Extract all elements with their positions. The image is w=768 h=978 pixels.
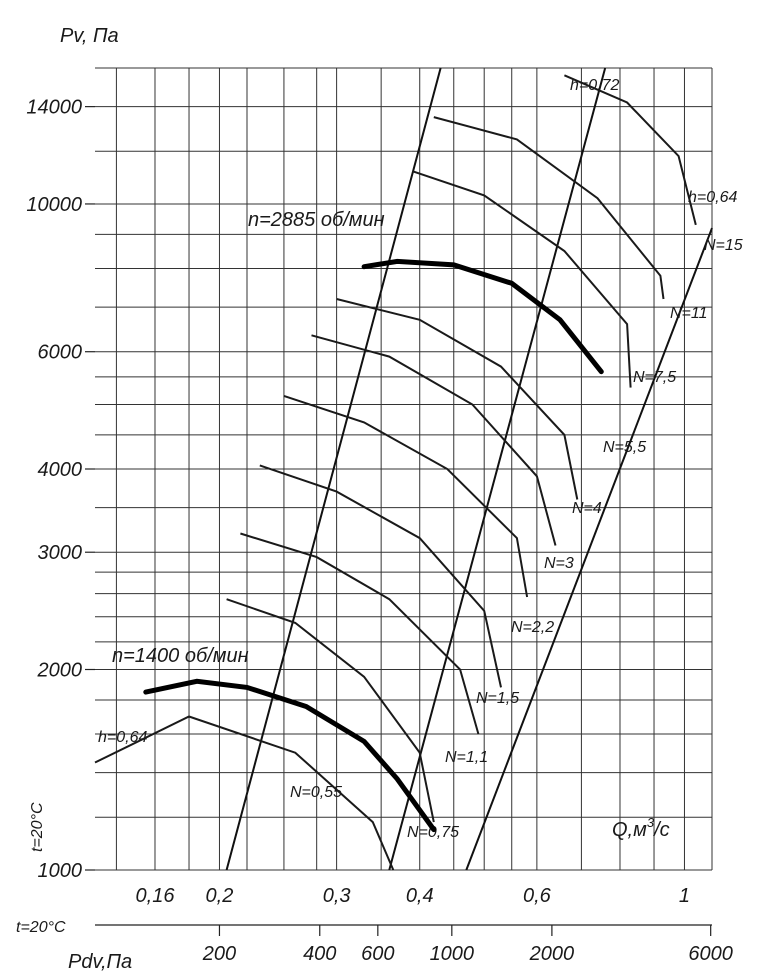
axes: 1000 2000 3000 4000 6000 10000 14000 0,16 0,2 0,3… xyxy=(26,97,733,965)
speed-label-1400: n=1400 об/мин xyxy=(112,645,249,667)
pdv-tick-label: 6000 xyxy=(688,943,733,965)
power-label: N=15 xyxy=(704,237,743,254)
speed-curve xyxy=(361,258,604,375)
power-curve xyxy=(240,532,480,735)
efficiency-label-064-left: h=0,64 xyxy=(98,729,147,746)
pdv-tick-label: 200 xyxy=(202,943,236,965)
y-tick-label: 3000 xyxy=(38,542,83,564)
x-tick-label: 0,3 xyxy=(323,885,351,907)
y-tick-label: 4000 xyxy=(38,459,83,481)
x-tick-label: 0,16 xyxy=(136,885,176,907)
pdv-axis-title: Pdv,Па xyxy=(68,951,132,973)
power-label: N=4 xyxy=(572,500,602,517)
power-label: N=7,5 xyxy=(633,369,676,386)
temperature-label-left: t=20°C xyxy=(29,802,46,852)
power-label: N=1,5 xyxy=(476,690,519,707)
pdv-tick-label: 600 xyxy=(361,943,394,965)
x-axis-title: Q,м3/с xyxy=(612,815,670,841)
x-tick-label: 0,6 xyxy=(523,885,552,907)
speed-label-2885: n=2885 об/мин xyxy=(248,209,385,231)
power-curve xyxy=(412,170,632,388)
temperature-label-bottom: t=20°C xyxy=(16,919,66,936)
efficiency-label-064-top: h=0,64 xyxy=(688,189,737,206)
power-curve xyxy=(259,464,502,688)
efficiency-line xyxy=(225,67,442,871)
power-label: N=5,5 xyxy=(603,439,646,456)
power-label: N=0,55 xyxy=(290,784,342,801)
efficiency-line xyxy=(465,227,713,871)
x-tick-label: 0,2 xyxy=(206,885,234,907)
y-tick-label: 2000 xyxy=(37,660,83,682)
power-curve xyxy=(283,394,529,598)
y-tick-label: 1000 xyxy=(38,860,83,882)
y-tick-label: 14000 xyxy=(26,97,82,119)
power-curve xyxy=(433,116,665,300)
efficiency-label-072: h=0,72 xyxy=(570,77,619,94)
power-label: N=2,2 xyxy=(511,619,554,636)
power-label: N=11 xyxy=(670,305,708,322)
power-curve xyxy=(336,298,579,500)
x-tick-label: 1 xyxy=(679,885,690,907)
pdv-tick-label: 400 xyxy=(303,943,336,965)
pdv-tick-label: 2000 xyxy=(529,943,575,965)
y-tick-label: 6000 xyxy=(38,342,83,364)
speed-curve xyxy=(143,678,437,833)
power-label: N=0,75 xyxy=(407,824,459,841)
power-label: N=3 xyxy=(544,555,574,572)
power-curve xyxy=(311,334,557,546)
power-curve xyxy=(564,74,697,226)
power-curve xyxy=(226,598,435,823)
pdv-tick-label: 1000 xyxy=(430,943,475,965)
y-axis-title: Pv, Па xyxy=(60,25,119,47)
power-label: N=1,1 xyxy=(445,749,488,766)
labels: Pv, Па Q,м3/с Pdv,Па t=20°C t=20°C n=288… xyxy=(16,25,737,973)
speed-curves xyxy=(143,258,604,833)
power-curves: N=0,55 N=0,75 N=1,1 N=1,5 N=2,2 N=3 N=4 N=5,5 N=… xyxy=(94,74,743,871)
efficiency-line xyxy=(388,67,607,871)
y-tick-label: 10000 xyxy=(26,194,82,216)
power-curve xyxy=(94,715,395,871)
x-tick-label: 0,4 xyxy=(406,885,434,907)
efficiency-lines xyxy=(225,67,713,871)
